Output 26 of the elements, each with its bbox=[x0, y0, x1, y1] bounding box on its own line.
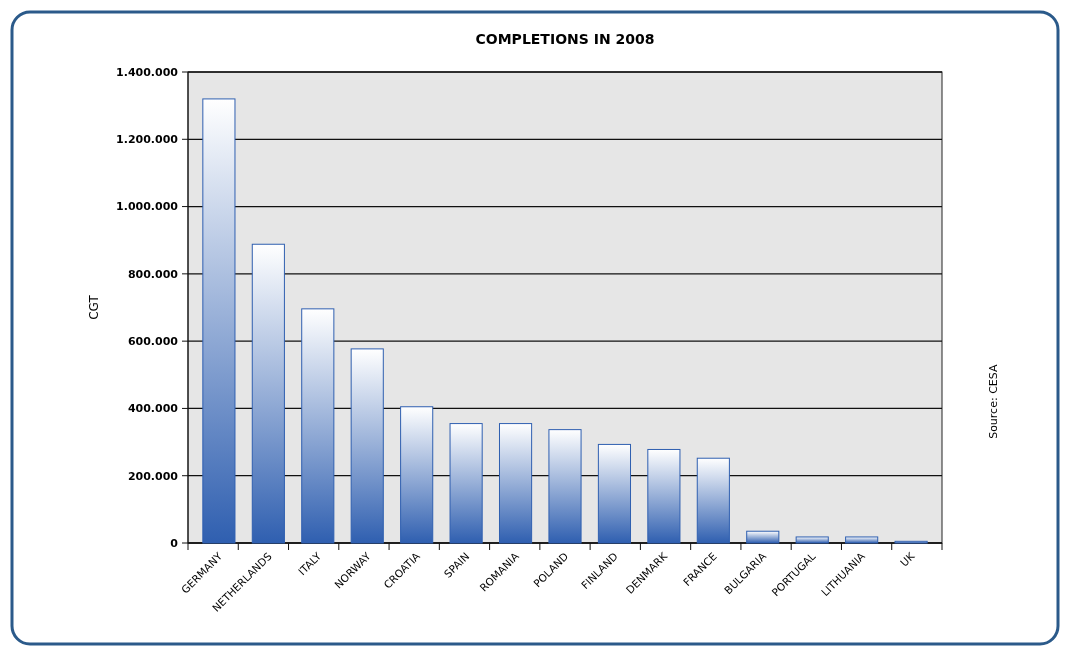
bar bbox=[845, 536, 879, 544]
bar bbox=[795, 536, 829, 544]
y-tick-label: 1.400.000 bbox=[116, 65, 179, 79]
y-tick-label: 200.000 bbox=[127, 469, 179, 483]
bar bbox=[548, 429, 582, 544]
bar bbox=[251, 243, 285, 544]
bar bbox=[647, 448, 681, 544]
source-note: Source: CESA bbox=[987, 364, 1000, 439]
y-tick-label: 400.000 bbox=[127, 402, 179, 416]
bar bbox=[350, 348, 384, 544]
bar bbox=[498, 423, 533, 544]
bar bbox=[746, 530, 780, 544]
y-tick-label: 0 bbox=[170, 536, 179, 550]
y-tick-label: 800.000 bbox=[127, 267, 179, 281]
chart-title: COMPLETIONS IN 2008 bbox=[475, 31, 655, 47]
y-tick-label: 600.000 bbox=[127, 334, 179, 348]
bar bbox=[202, 98, 236, 544]
y-tick-label: 1.000.000 bbox=[116, 200, 179, 214]
bar bbox=[449, 423, 483, 544]
y-tick-label: 1.200.000 bbox=[116, 133, 179, 147]
bar bbox=[597, 443, 632, 544]
x-tick-label: UK bbox=[897, 549, 918, 569]
bar bbox=[696, 457, 730, 544]
bar bbox=[400, 406, 434, 544]
y-axis-title: CGT bbox=[87, 294, 101, 320]
bar bbox=[301, 308, 335, 544]
